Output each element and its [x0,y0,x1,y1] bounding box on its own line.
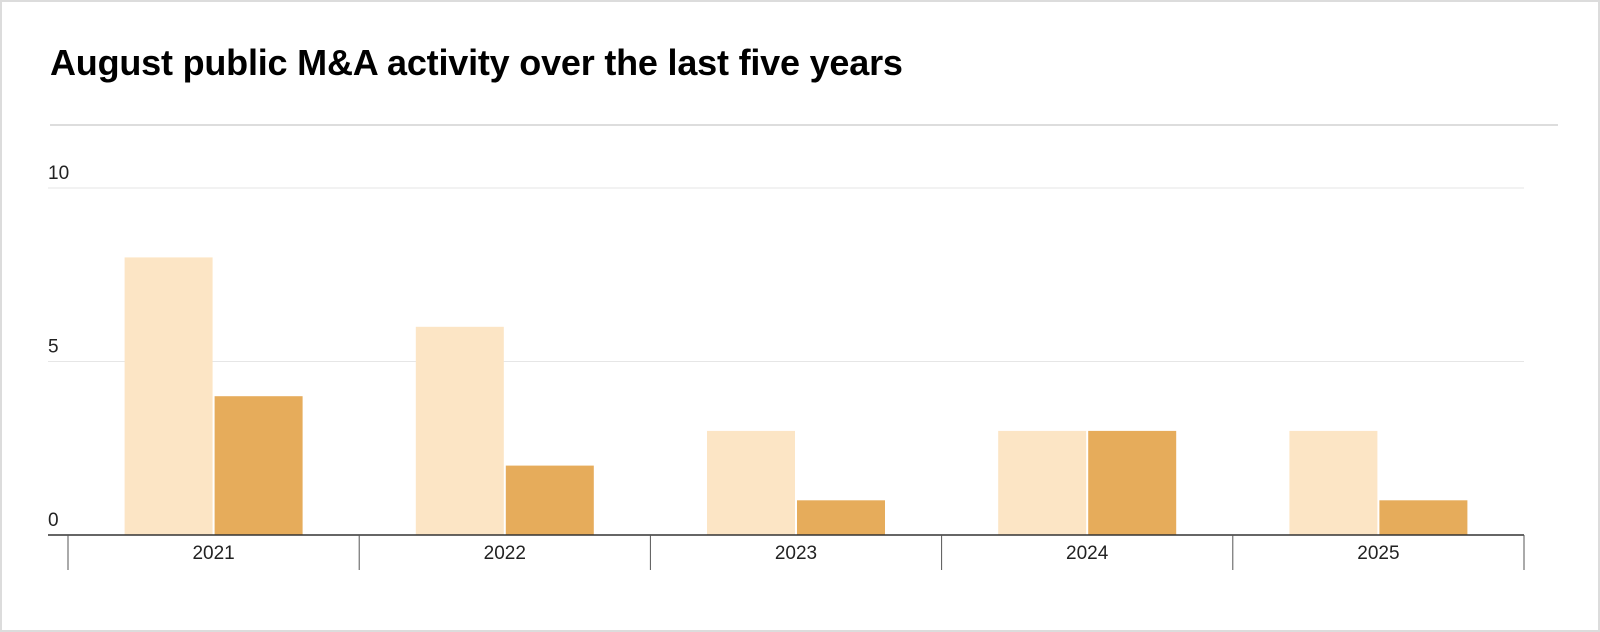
bar [998,430,1087,535]
y-tick-label: 10 [48,163,69,184]
x-tick-label: 2023 [775,543,817,564]
y-tick-label: 0 [48,510,59,531]
bar [707,430,795,535]
x-tick-label: 2021 [192,543,234,564]
bar [1088,430,1177,535]
bar [797,500,885,535]
x-tick-label: 2025 [1357,543,1399,564]
bar [124,257,213,535]
bar [415,326,504,535]
x-tick-label: 2022 [484,543,526,564]
y-tick-label: 5 [48,337,59,358]
bar [1379,500,1468,535]
bar [1289,430,1378,535]
title-divider [50,124,1558,126]
x-tick-label: 2024 [1066,543,1109,564]
bar [505,465,594,535]
chart-title: August public M&A activity over the last… [50,42,903,83]
bar [214,396,303,535]
